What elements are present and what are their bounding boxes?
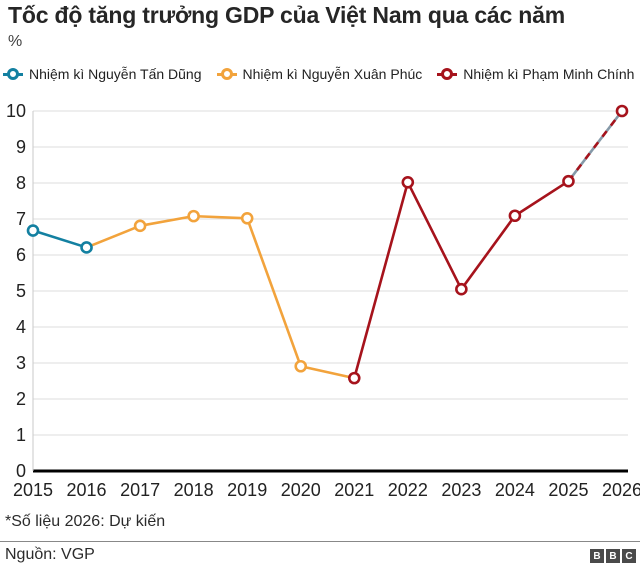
data-point-2023 (455, 282, 468, 296)
y-tick-label: 3 (16, 353, 26, 373)
data-point-2021 (347, 371, 361, 385)
bbc-logo-block: B (590, 549, 604, 563)
legend-item-label: Nhiệm kì Nguyễn Xuân Phúc (242, 66, 423, 82)
y-tick-label: 2 (16, 389, 26, 409)
projection-segment-dashed (567, 110, 624, 182)
y-tick-label: 6 (16, 245, 26, 265)
y-tick-label: 1 (16, 425, 26, 445)
bbc-logo-block: B (606, 549, 620, 563)
legend-item-term-dung: Nhiệm kì Nguyễn Tấn Dũng (3, 66, 202, 82)
data-point-2015 (26, 224, 40, 237)
data-point-2018 (187, 209, 200, 223)
line-marker-icon (3, 68, 23, 81)
x-tick-label: 2025 (548, 480, 588, 500)
footnote: *Số liệu 2026: Dự kiến (5, 513, 166, 530)
y-tick-label: 7 (16, 209, 26, 229)
data-point-2016 (80, 241, 93, 254)
legend-item-label: Nhiệm kì Phạm Minh Chính (463, 66, 635, 82)
x-tick-label: 2016 (67, 480, 107, 500)
data-point-2024 (508, 209, 522, 223)
y-tick-label: 10 (6, 101, 26, 121)
x-tick-label: 2021 (334, 480, 374, 500)
y-tick-label: 8 (16, 173, 26, 193)
x-tick-label: 2020 (281, 480, 321, 500)
source-label: Nguồn: VGP (5, 546, 95, 563)
y-tick-label: 0 (16, 461, 26, 481)
y-tick-label: 5 (16, 281, 26, 301)
x-tick-label: 2022 (388, 480, 428, 500)
unit-label: % (8, 33, 23, 50)
line-segment (353, 180, 570, 379)
chart-title: Tốc độ tăng trưởng GDP của Việt Nam qua … (8, 2, 565, 28)
data-point-2019 (240, 211, 254, 225)
y-tick-label: 4 (16, 317, 26, 337)
y-tick-label: 9 (16, 137, 26, 157)
line-segment (32, 229, 87, 249)
legend-item-term-chinh: Nhiệm kì Phạm Minh Chính (437, 66, 634, 82)
data-point-2020 (294, 359, 308, 373)
line-segment (86, 214, 355, 380)
bbc-logo-block: C (622, 549, 636, 563)
x-tick-label: 2017 (120, 480, 160, 500)
x-tick-label: 2024 (495, 480, 535, 500)
x-tick-label: 2026 (602, 480, 640, 500)
data-point-2025 (562, 174, 575, 188)
legend: Nhiệm kì Nguyễn Tấn Dũng Nhiệm kì Nguyễn… (3, 66, 640, 82)
legend-item-label: Nhiệm kì Nguyễn Tấn Dũng (29, 66, 202, 82)
gdp-line-chart: 0 1 2 3 4 5 6 7 8 9 10 2015 2016 2017 2018 2019 2020 2021… (6, 101, 640, 500)
footer-divider (0, 541, 640, 542)
data-point-2026 (615, 104, 629, 118)
line-marker-icon (437, 68, 458, 81)
line-marker-icon (216, 68, 237, 81)
bbc-logo: B B C (590, 549, 636, 563)
data-point-2017 (133, 219, 147, 233)
x-tick-label: 2019 (227, 480, 267, 500)
x-tick-label: 2018 (174, 480, 214, 500)
data-point-2022 (401, 175, 415, 189)
footer: Nguồn: VGP B B C (5, 546, 636, 564)
x-tick-label: 2023 (441, 480, 481, 500)
x-tick-label: 2015 (13, 480, 53, 500)
legend-item-term-phuc: Nhiệm kì Nguyễn Xuân Phúc (216, 66, 423, 82)
